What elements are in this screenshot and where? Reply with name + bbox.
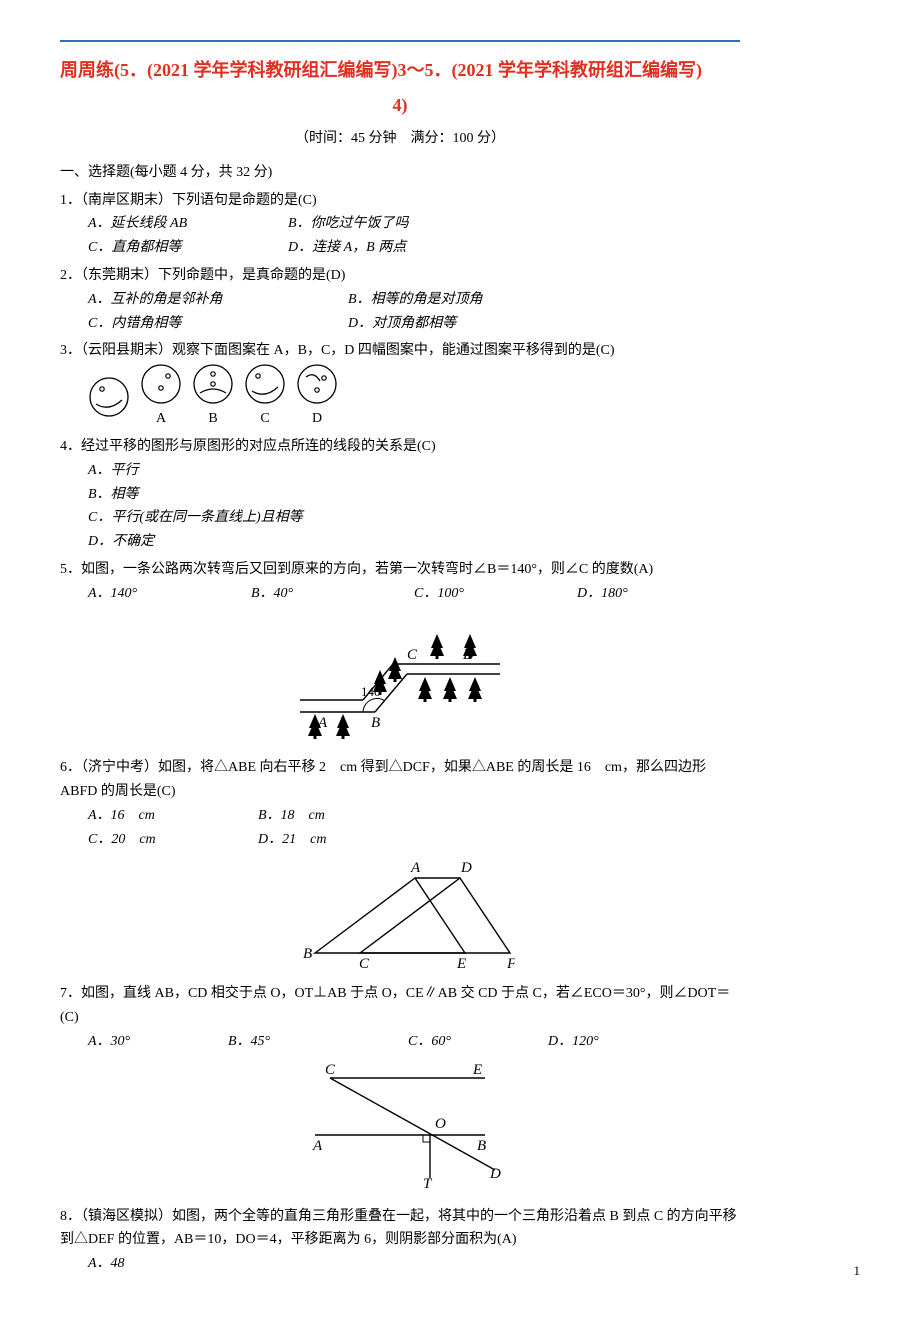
q2-opt-b: B．相等的角是对顶角 xyxy=(348,288,548,312)
q6-opt-a: A．16 cm xyxy=(88,804,258,828)
title-line1: 周周练(5．(2021 学年学科教研组汇编编写)3～5．(2021 学年学科教研… xyxy=(60,54,740,86)
svg-text:B: B xyxy=(477,1138,486,1154)
q7-opt-c: C．60° xyxy=(408,1030,548,1054)
q5-figure: 140° A B C D xyxy=(60,612,740,751)
question-1: 1．（南岸区期末）下列语句是命题的是(C) A．延长线段 AB B．你吃过午饭了… xyxy=(60,189,740,260)
question-8: 8．（镇海区模拟）如图，两个全等的直角三角形重叠在一起，将其中的一个三角形沿着点… xyxy=(60,1205,740,1276)
svg-text:E: E xyxy=(472,1062,482,1078)
svg-text:O: O xyxy=(435,1116,446,1132)
svg-text:C: C xyxy=(359,956,370,968)
svg-text:B: B xyxy=(303,946,312,962)
svg-text:C: C xyxy=(407,647,418,663)
q5-opt-d: D．180° xyxy=(577,582,740,606)
svg-text:F: F xyxy=(506,956,515,968)
q6-opt-c: C．20 cm xyxy=(88,828,258,852)
q6-figure: A D B C E F xyxy=(60,858,740,977)
q2-opt-a: A．互补的角是邻补角 xyxy=(88,288,348,312)
q5-opt-a: A．140° xyxy=(88,582,251,606)
question-2: 2．（东莞期末）下列命题中，是真命题的是(D) A．互补的角是邻补角 B．相等的… xyxy=(60,264,740,335)
q4-opt-b: B．相等 xyxy=(88,487,139,502)
q3-stem: 3．（云阳县期末）观察下面图案在 A，B，C，D 四幅图案中，能通过图案平移得到… xyxy=(60,339,740,363)
question-3: 3．（云阳县期末）观察下面图案在 A，B，C，D 四幅图案中，能通过图案平移得到… xyxy=(60,339,740,431)
svg-text:C: C xyxy=(325,1062,336,1078)
svg-text:D: D xyxy=(460,860,472,876)
q6-stem: 6．（济宁中考）如图，将△ABE 向右平移 2 cm 得到△DCF，如果△ABE… xyxy=(60,756,740,804)
q2-stem: 2．（东莞期末）下列命题中，是真命题的是(D) xyxy=(60,264,740,288)
q7-stem: 7．如图，直线 AB，CD 相交于点 O，OT⊥AB 于点 O，CE∥AB 交 … xyxy=(60,982,740,1030)
q5-opt-b: B．40° xyxy=(251,582,414,606)
q5-stem: 5．如图，一条公路两次转弯后又回到原来的方向，若第一次转弯时∠B＝140°，则∠… xyxy=(60,558,740,582)
question-5: 5．如图，一条公路两次转弯后又回到原来的方向，若第一次转弯时∠B＝140°，则∠… xyxy=(60,558,740,750)
q5-opt-c: C．100° xyxy=(414,582,577,606)
svg-text:A: A xyxy=(312,1138,323,1154)
q4-opt-a: A．平行 xyxy=(88,463,139,478)
q4-opt-c: C．平行(或在同一条直线上)且相等 xyxy=(88,510,303,525)
svg-text:E: E xyxy=(456,956,466,968)
svg-text:T: T xyxy=(423,1176,433,1190)
q7-opt-d: D．120° xyxy=(548,1030,740,1054)
q6-opt-d: D．21 cm xyxy=(258,828,458,852)
question-7: 7．如图，直线 AB，CD 相交于点 O，OT⊥AB 于点 O，CE∥AB 交 … xyxy=(60,982,740,1198)
q7-figure: C E A B O D T xyxy=(60,1060,740,1199)
subtitle: （时间：45 分钟 满分：100 分） xyxy=(60,127,740,151)
q6-opt-b: B．18 cm xyxy=(258,804,458,828)
q3-fig-a: A xyxy=(140,363,182,431)
q1-opt-c: C．直角都相等 xyxy=(88,236,288,260)
q8-opt-a: A．48 xyxy=(88,1256,125,1271)
page-number: 1 xyxy=(854,1260,861,1282)
q7-opt-a: A．30° xyxy=(88,1030,228,1054)
svg-text:B: B xyxy=(371,715,380,731)
section-heading: 一、选择题(每小题 4 分，共 32 分) xyxy=(60,161,740,185)
q4-opt-d: D．不确定 xyxy=(88,534,154,549)
q2-opt-c: C．内错角相等 xyxy=(88,312,348,336)
svg-text:A: A xyxy=(410,860,421,876)
q1-opt-a: A．延长线段 AB xyxy=(88,212,288,236)
q7-opt-b: B．45° xyxy=(228,1030,408,1054)
q3-fig-b: B xyxy=(192,363,234,431)
q8-stem: 8．（镇海区模拟）如图，两个全等的直角三角形重叠在一起，将其中的一个三角形沿着点… xyxy=(60,1205,740,1253)
q3-fig-d: D xyxy=(296,363,338,431)
title-line2: 4) xyxy=(60,90,740,121)
q1-opt-d: D．连接 A，B 两点 xyxy=(288,236,488,260)
q1-stem: 1．（南岸区期末）下列语句是命题的是(C) xyxy=(60,189,740,213)
q3-fig-ref xyxy=(88,376,130,418)
question-6: 6．（济宁中考）如图，将△ABE 向右平移 2 cm 得到△DCF，如果△ABE… xyxy=(60,756,740,976)
svg-text:D: D xyxy=(489,1166,501,1182)
top-border xyxy=(60,40,740,42)
q3-fig-c: C xyxy=(244,363,286,431)
question-4: 4．经过平移的图形与原图形的对应点所连的线段的关系是(C) A．平行 B．相等 … xyxy=(60,435,740,554)
q4-stem: 4．经过平移的图形与原图形的对应点所连的线段的关系是(C) xyxy=(60,435,740,459)
q1-opt-b: B．你吃过午饭了吗 xyxy=(288,212,488,236)
q2-opt-d: D．对顶角都相等 xyxy=(348,312,548,336)
